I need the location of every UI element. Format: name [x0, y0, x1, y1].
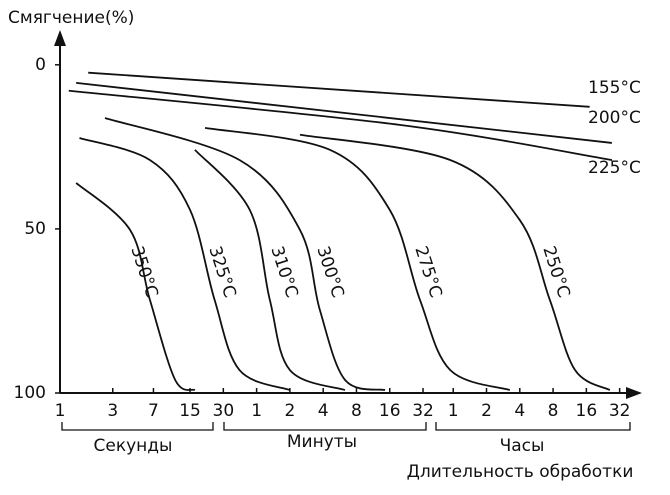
x-tick-label: 32: [412, 401, 434, 421]
x-tick-label: 15: [179, 401, 201, 421]
curve: [76, 81, 612, 144]
x-tick-label: 16: [576, 401, 598, 421]
x-tick-label: 1: [55, 401, 66, 421]
y-axis-title: Смягчение(%): [8, 8, 134, 28]
x-tick-label: 32: [609, 401, 631, 421]
curve: [204, 126, 511, 391]
curve-label: 310°C: [266, 244, 301, 300]
group-label: Минуты: [287, 432, 357, 452]
curve: [194, 149, 346, 391]
x-axis-title: Длительность обработки: [407, 462, 634, 482]
x-tick-label: 1: [251, 401, 262, 421]
x-tick-label: 4: [514, 401, 525, 421]
curve: [299, 133, 611, 391]
group-label: Секунды: [94, 436, 173, 456]
bracket: [435, 422, 631, 431]
x-tick-label: 1: [448, 401, 459, 421]
curve-label: 250°C: [538, 244, 573, 300]
curve-label: 275°C: [410, 244, 445, 300]
x-tick-label: 7: [148, 401, 159, 421]
curve: [68, 89, 613, 161]
curve: [88, 71, 590, 108]
x-tick-label: 2: [284, 401, 295, 421]
x-tick-label: 2: [481, 401, 492, 421]
group-label: Часы: [500, 436, 545, 456]
curve-label: 155°C: [588, 78, 641, 98]
y-tick-label: 0: [35, 55, 46, 75]
bracket: [223, 422, 427, 431]
curve-label: 300°C: [312, 244, 347, 300]
x-tick-label: 8: [548, 401, 559, 421]
y-axis-arrow: [54, 30, 66, 46]
x-tick-label: 30: [213, 401, 235, 421]
curve-label: 325°C: [204, 244, 239, 300]
x-tick-label: 3: [107, 401, 118, 421]
curve: [75, 182, 196, 391]
x-tick-label: 4: [318, 401, 329, 421]
x-tick-label: 8: [351, 401, 362, 421]
bracket: [61, 422, 214, 431]
x-tick-label: 16: [379, 401, 401, 421]
x-axis-arrow: [626, 387, 642, 399]
curve-label: 350°C: [126, 244, 161, 300]
curve: [79, 137, 291, 391]
group-brackets: [61, 422, 631, 431]
y-tick-label: 50: [24, 219, 46, 239]
curve-label: 225°C: [588, 158, 641, 178]
y-tick-label: 100: [14, 383, 46, 403]
curve: [104, 117, 386, 391]
curve-label: 200°C: [588, 108, 641, 128]
